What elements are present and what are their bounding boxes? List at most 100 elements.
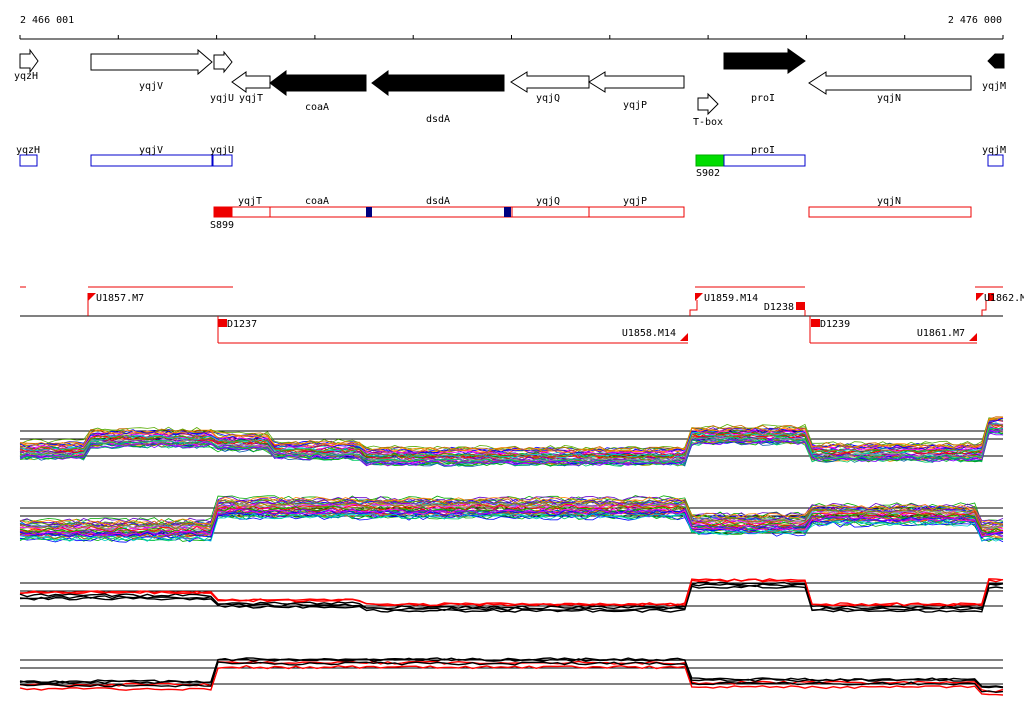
tu-label-U1862: U1862.M: [984, 293, 1024, 304]
operon-box-1[interactable]: [231, 206, 685, 218]
gene-label-yqjV: yqjV: [139, 81, 163, 92]
gene-label-yqjM: yqjM: [982, 81, 1006, 92]
tu-connector: [981, 300, 987, 316]
start-site-marker-S899[interactable]: [213, 206, 233, 218]
gene-label-yqjQ: yqjQ: [536, 93, 560, 104]
operon-label-yqjN: yqjN: [877, 196, 901, 207]
tu-marker-U1857[interactable]: [88, 293, 96, 301]
expression-curve: [19, 496, 1004, 525]
expression-curve: [19, 501, 1004, 530]
gene-box-yqjM[interactable]: [987, 154, 1004, 167]
gene-arrow-yqjQ[interactable]: [510, 71, 590, 93]
expression-curve: [19, 578, 1004, 607]
tu-connector: [689, 300, 698, 316]
tu-marker-D1237[interactable]: [218, 319, 227, 327]
expression-curve: [19, 417, 1004, 453]
profile-curves-4: [19, 657, 1004, 696]
gene-arrow-yqjT[interactable]: [231, 71, 271, 93]
gene-label-dsdA: dsdA: [426, 114, 450, 125]
gene-box-label-yqzH: yqzH: [16, 145, 40, 156]
tu-marker-D1238[interactable]: [796, 302, 805, 310]
expression-curve: [19, 581, 1004, 610]
tu-marker-D1239[interactable]: [811, 319, 820, 327]
gene-box-yqjU[interactable]: [212, 154, 233, 167]
gene-label-coaA: coaA: [305, 102, 329, 113]
transcription-unit-track: U1857.M7 D1237 U1858.M14 U1859.M14 D1238…: [20, 286, 1024, 344]
expression-curve: [19, 657, 1004, 689]
gene-label-yqjN: yqjN: [877, 93, 901, 104]
gene-label-T-box: T-box: [693, 117, 723, 128]
expression-curve: [19, 660, 1004, 693]
operon-label-dsdA: dsdA: [426, 196, 450, 207]
gene-label-proI: proI: [751, 93, 775, 104]
expression-curve: [19, 424, 1004, 459]
promoter-label-S902: S902: [696, 168, 720, 179]
expression-curve: [19, 584, 1004, 613]
tu-marker-U1862[interactable]: [976, 293, 984, 301]
operon-label-yqjP: yqjP: [623, 196, 647, 207]
gene-arrow-yqjV[interactable]: [90, 48, 213, 76]
gene-arrow-yqzH[interactable]: [19, 48, 39, 74]
expression-curve: [19, 504, 1004, 533]
gene-arrow-proI[interactable]: [723, 48, 806, 74]
tu-label-U1859: U1859.M14: [704, 293, 758, 304]
gene-arrow-T-box[interactable]: [697, 92, 719, 116]
expression-curve: [19, 430, 1004, 467]
expression-curve: [19, 508, 1004, 538]
operon-track: yqjT coaA dsdA yqjQ yqjP yqjN S899: [210, 196, 972, 231]
tu-marker-U1861[interactable]: [969, 333, 977, 341]
expression-curve: [19, 427, 1004, 464]
tu-marker-small[interactable]: [988, 293, 994, 301]
expression-curve: [19, 513, 1004, 542]
expression-curve: [19, 513, 1004, 542]
operon-box-2[interactable]: [808, 206, 972, 218]
tu-label-U1858: U1858.M14: [622, 328, 676, 339]
tu-marker-U1858[interactable]: [680, 333, 688, 341]
gene-label-yqjU: yqjU: [210, 93, 234, 104]
gene-label-yqzH: yqzH: [14, 71, 38, 82]
operon-label-yqjT: yqjT: [238, 196, 262, 207]
ruler-ticks: [19, 35, 1004, 39]
profile-panel-4: [19, 657, 1004, 696]
gene-label-yqjT: yqjT: [239, 93, 263, 104]
expression-curve: [19, 416, 1004, 452]
profile-curves-3: [19, 578, 1004, 613]
gene-box-yqzH[interactable]: [19, 154, 38, 167]
expression-curve: [19, 664, 1004, 696]
promoter-box-S902[interactable]: [695, 154, 725, 167]
gene-box-label-proI: proI: [751, 145, 775, 156]
operon-label-coaA: coaA: [305, 196, 329, 207]
expression-curve: [19, 507, 1004, 537]
expression-curve: [19, 513, 1004, 542]
gene-arrow-dsdA[interactable]: [371, 70, 505, 96]
ruler-end-label: 2 476 000: [948, 15, 1002, 26]
profile-curves-1: [19, 416, 1004, 467]
ruler-start-label: 2 466 001: [20, 15, 74, 26]
expression-curve: [19, 428, 1004, 465]
gene-box-track: yqzH yqjV yqjU proI yqjM S902: [16, 145, 1006, 179]
coordinate-ruler: 2 466 001 2 476 000: [19, 15, 1004, 40]
expression-curve: [19, 422, 1004, 459]
gene-arrow-yqjU[interactable]: [213, 50, 233, 74]
terminator-marker[interactable]: [504, 207, 511, 217]
gene-box-label-yqjV: yqjV: [139, 145, 163, 156]
profile-panel-1: [19, 416, 1004, 467]
tu-label-D1238: D1238: [764, 302, 794, 313]
expression-curve: [19, 496, 1004, 525]
operon-label-yqjQ: yqjQ: [536, 196, 560, 207]
gene-box-yqjV[interactable]: [90, 154, 213, 167]
gene-arrow-yqjP[interactable]: [588, 71, 685, 93]
tu-label-U1857: U1857.M7: [96, 293, 144, 304]
gene-box-proI[interactable]: [723, 154, 806, 167]
expression-curve: [19, 432, 1003, 467]
tu-label-U1861: U1861.M7: [917, 328, 965, 339]
gene-arrow-coaA[interactable]: [269, 70, 367, 96]
tu-label-D1237: D1237: [227, 319, 257, 330]
profile-panel-2: [19, 495, 1004, 543]
expression-curve: [19, 661, 1004, 694]
gene-label-yqjP: yqjP: [623, 100, 647, 111]
gene-arrow-yqjN[interactable]: [808, 71, 972, 95]
terminator-marker[interactable]: [366, 207, 372, 217]
tu-marker-U1859[interactable]: [695, 293, 703, 301]
gene-arrow-yqjM[interactable]: [987, 53, 1005, 69]
